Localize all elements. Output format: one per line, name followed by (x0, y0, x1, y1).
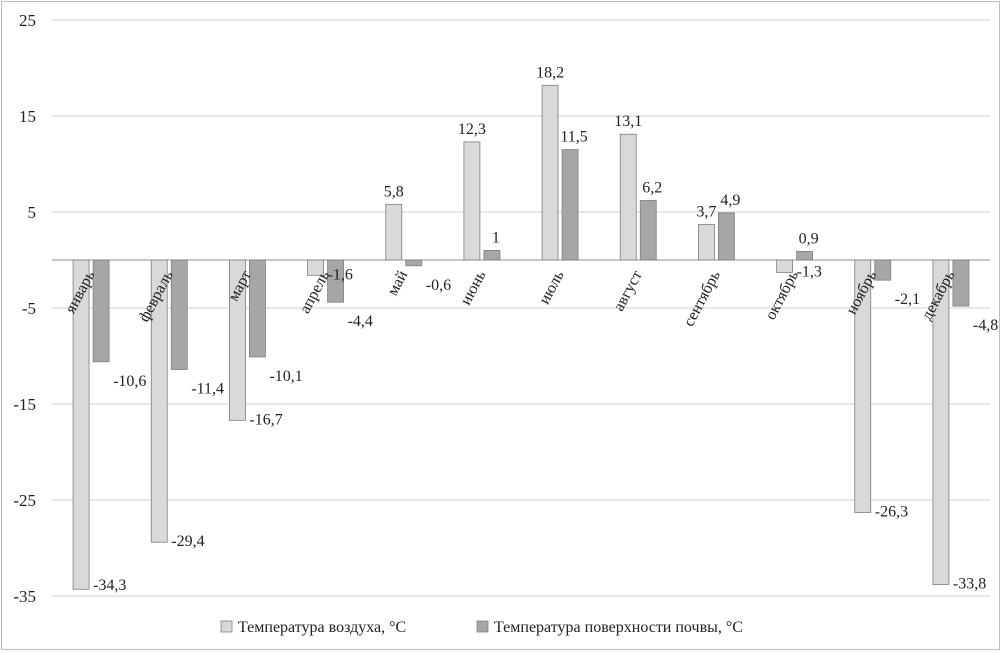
data-label-soil: 0,9 (799, 230, 819, 247)
y-tick-label: -25 (13, 491, 36, 510)
y-axis-ticks: 25 15 5 -5 -15 -25 -35 (13, 11, 36, 606)
legend: Температура воздуха, °С Температура пове… (220, 619, 743, 636)
bar-air-temp (463, 141, 481, 261)
data-label-air: -26,3 (875, 503, 908, 520)
bar-soil-temp (718, 212, 735, 261)
bar-soil-temp (170, 259, 188, 370)
bar-soil-temp (92, 259, 110, 363)
category-label: июль (536, 268, 568, 307)
data-label-air: -33,8 (953, 575, 986, 592)
y-tick-label: -5 (22, 299, 36, 318)
data-label-air: 3,7 (696, 203, 716, 220)
bar-soil-temp (874, 259, 892, 281)
data-label-air: 12,3 (458, 121, 486, 138)
data-label-soil: -10,6 (113, 373, 146, 390)
data-label-air: -29,4 (171, 533, 204, 550)
y-tick-label: 5 (28, 203, 37, 222)
bar-soil-temp (952, 259, 970, 307)
category-label: ноябрь (843, 268, 880, 318)
data-label-air: -34,3 (93, 577, 126, 594)
bar-soil-temp (249, 259, 266, 358)
bar-air-temp (854, 259, 872, 513)
category-label: май (384, 268, 411, 299)
bar-air-temp (698, 224, 715, 261)
bar-air-temp (932, 259, 950, 585)
data-label-soil: -11,4 (191, 380, 224, 397)
data-label-air: -16,7 (249, 411, 282, 428)
gridlines (52, 19, 990, 597)
data-label-air: -1,6 (328, 266, 353, 283)
data-label-air: -1,3 (797, 263, 822, 280)
legend-swatch-soil (476, 620, 489, 633)
data-label-air: 18,2 (536, 64, 564, 81)
legend-swatch-air (220, 620, 233, 633)
y-tick-label: 25 (19, 11, 36, 30)
category-label: июнь (457, 268, 489, 308)
data-label-soil: 1 (492, 229, 500, 246)
category-labels: январь февраль март апрель май июнь июль август… (62, 268, 958, 330)
bar-soil-temp (561, 149, 579, 261)
bar-air-temp (619, 133, 637, 261)
y-tick-label: 15 (19, 107, 36, 126)
bar-soil-temp (405, 259, 423, 267)
data-label-soil: -4,8 (973, 317, 998, 334)
bar-air-temp (776, 259, 793, 273)
category-label: август (610, 268, 645, 314)
legend-label-soil: Температура поверхности почвы, °С (494, 619, 743, 636)
bars (72, 84, 970, 590)
bar-air-temp (307, 259, 324, 276)
legend-label-air: Температура воздуха, °С (238, 619, 406, 636)
data-label-soil: 4,9 (720, 192, 740, 209)
bar-air-temp (72, 259, 90, 590)
data-label-soil: -4,4 (348, 313, 373, 330)
bar-soil-temp (796, 250, 813, 261)
data-label-soil: 11,5 (560, 129, 587, 146)
data-label-soil: 6,2 (642, 179, 662, 196)
data-label-air: 13,1 (614, 113, 642, 130)
category-label: октябрь (762, 268, 802, 323)
category-label: сентябрь (681, 268, 724, 329)
bar-air-temp (229, 259, 246, 421)
bar-air-temp (541, 84, 559, 261)
data-label-air: 5,8 (384, 183, 404, 200)
data-label-soil: -10,1 (269, 368, 302, 385)
y-tick-label: -35 (13, 587, 36, 606)
data-labels: -34,3 -10,6 -29,4 -11,4 -16,7 -10,1 -1,6 -4,4 5,… (93, 64, 998, 594)
bar-air-temp (385, 203, 403, 261)
data-label-soil: -0,6 (426, 277, 451, 294)
bar-air-temp (150, 259, 168, 543)
y-tick-label: -15 (13, 395, 36, 414)
bar-soil-temp (483, 249, 501, 261)
bar-soil-temp (327, 259, 344, 303)
data-label-soil: -2,1 (895, 291, 920, 308)
bar-soil-temp (639, 200, 657, 261)
